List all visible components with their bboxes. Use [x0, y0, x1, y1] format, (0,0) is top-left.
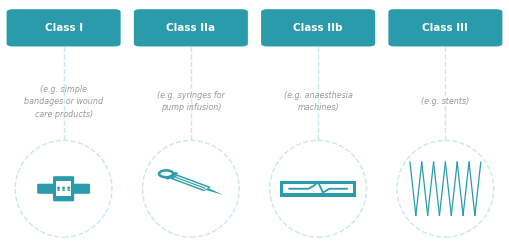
Circle shape [67, 189, 70, 191]
Bar [416, 162, 475, 215]
Text: Class III: Class III [422, 23, 468, 33]
Circle shape [67, 188, 70, 189]
FancyBboxPatch shape [261, 9, 375, 46]
Polygon shape [206, 188, 223, 195]
Text: Class IIb: Class IIb [293, 23, 343, 33]
Text: (e.g. syringes for
pump infusion): (e.g. syringes for pump infusion) [157, 91, 225, 112]
Text: Class IIa: Class IIa [166, 23, 215, 33]
FancyBboxPatch shape [7, 9, 121, 46]
Circle shape [57, 189, 60, 191]
Text: Class I: Class I [45, 23, 82, 33]
FancyBboxPatch shape [388, 9, 502, 46]
Text: (e.g. anaesthesia
machines): (e.g. anaesthesia machines) [284, 91, 353, 112]
FancyBboxPatch shape [134, 9, 248, 46]
Polygon shape [174, 176, 208, 190]
Polygon shape [170, 174, 211, 191]
Circle shape [62, 188, 65, 189]
Circle shape [62, 187, 65, 188]
Polygon shape [175, 177, 206, 189]
Text: (e.g. stents): (e.g. stents) [421, 97, 469, 106]
Circle shape [57, 188, 60, 189]
FancyBboxPatch shape [53, 176, 74, 201]
Polygon shape [165, 172, 179, 180]
Text: (e.g. simple
bandages or wound
care products): (e.g. simple bandages or wound care prod… [24, 85, 103, 119]
Bar [280, 181, 356, 197]
FancyBboxPatch shape [37, 184, 90, 194]
Bar [283, 184, 353, 193]
Circle shape [62, 189, 65, 191]
Circle shape [67, 187, 70, 188]
Circle shape [57, 187, 60, 188]
Bar [56, 182, 71, 196]
